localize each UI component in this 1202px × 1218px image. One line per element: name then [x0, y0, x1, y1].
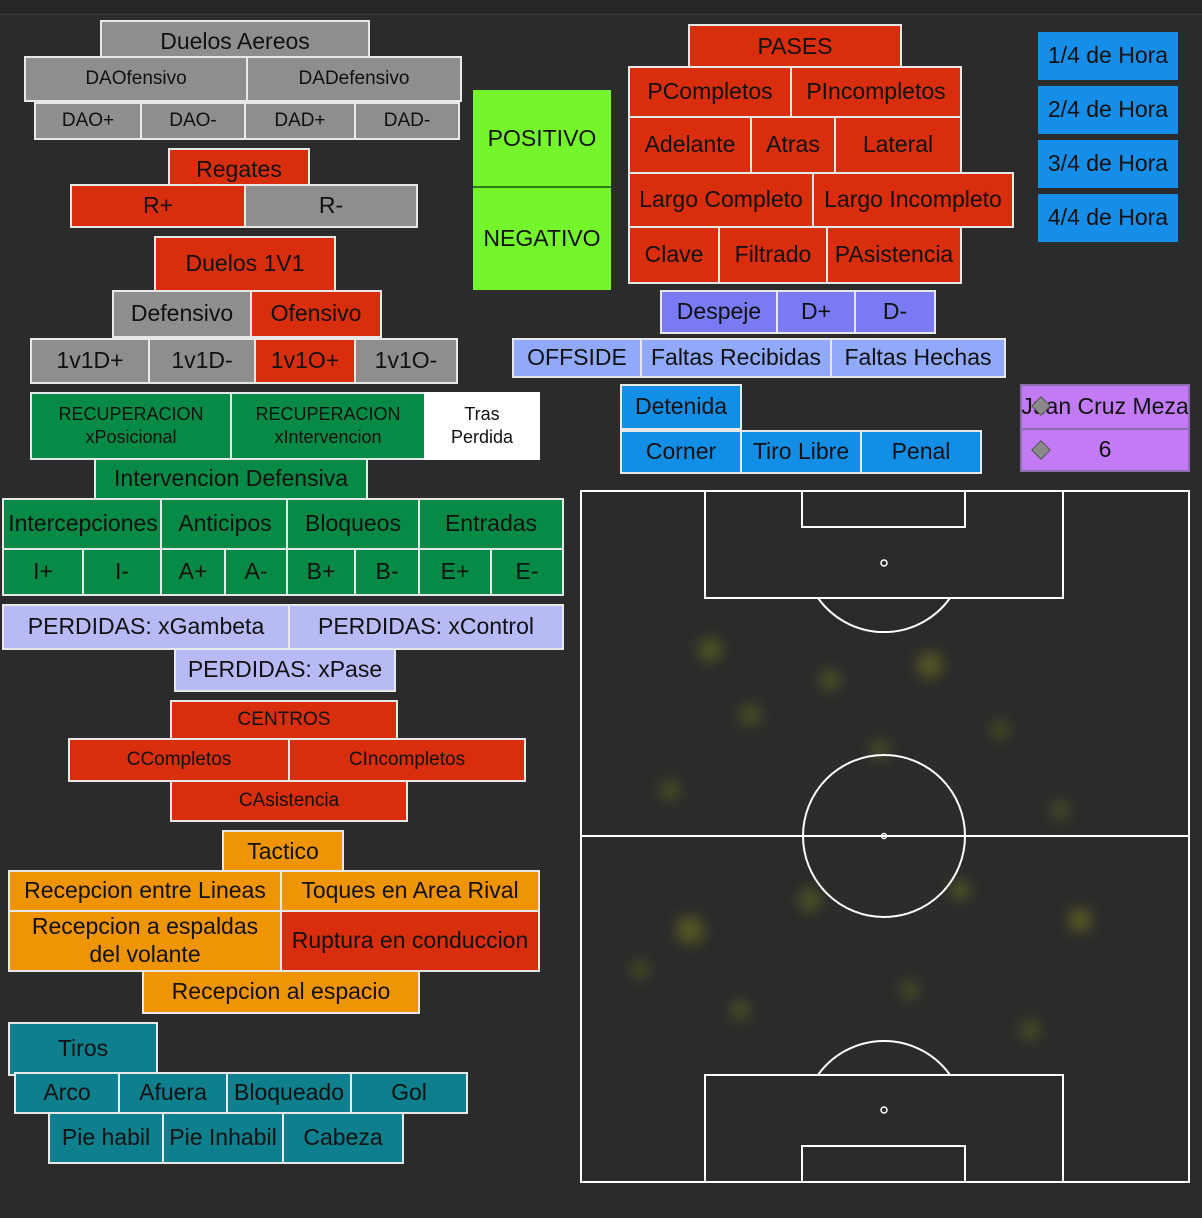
- duelo-ofensivo-category: Ofensivo: [250, 290, 382, 338]
- duelo-defensivo-category: Defensivo: [112, 290, 252, 338]
- cuarto-hora-2-button[interactable]: 2/4 de Hora: [1038, 86, 1178, 134]
- tiro-libre-button[interactable]: Tiro Libre: [740, 430, 862, 474]
- faltas-hechas-button[interactable]: Faltas Hechas: [830, 338, 1006, 378]
- ruptura-conduccion-button[interactable]: Ruptura en conduccion: [280, 910, 540, 972]
- centro-incompleto-button[interactable]: CIncompletos: [288, 738, 526, 782]
- regate-plus-button[interactable]: R+: [70, 184, 246, 228]
- recuperacion-intervencion-button[interactable]: RECUPERACION xIntervencion: [230, 392, 426, 460]
- centro-asistencia-button[interactable]: CAsistencia: [170, 780, 408, 822]
- pase-incompleto-button[interactable]: PIncompletos: [790, 66, 962, 118]
- center-spot: [880, 832, 888, 840]
- center-circle: [802, 754, 966, 918]
- recepcion-espacio-button[interactable]: Recepcion al espacio: [142, 970, 420, 1014]
- pie-habil-button[interactable]: Pie habil: [48, 1112, 164, 1164]
- detenida-title: Detenida: [620, 384, 742, 430]
- intercepcion-minus-button[interactable]: I-: [82, 548, 162, 596]
- dad-minus-button[interactable]: DAD-: [354, 102, 460, 140]
- bloqueo-minus-button[interactable]: B-: [354, 548, 420, 596]
- 1v1-o-plus-button[interactable]: 1v1O+: [254, 338, 356, 384]
- anticipo-plus-button[interactable]: A+: [160, 548, 226, 596]
- top-penalty-arc: [817, 597, 951, 633]
- cabeza-button[interactable]: Cabeza: [282, 1112, 404, 1164]
- tactico-title: Tactico: [222, 830, 344, 874]
- recepcion-espaldas-button[interactable]: Recepcion a espaldas del volante: [8, 910, 282, 972]
- pase-largo-completo-button[interactable]: Largo Completo: [628, 172, 814, 228]
- football-pitch[interactable]: [580, 490, 1190, 1183]
- dad-category: DADefensivo: [246, 56, 462, 102]
- anticipos-category: Anticipos: [160, 498, 290, 550]
- pase-asistencia-button[interactable]: PAsistencia: [826, 226, 962, 284]
- faltas-recibidas-button[interactable]: Faltas Recibidas: [640, 338, 832, 378]
- negativo-toggle[interactable]: NEGATIVO: [473, 188, 611, 290]
- dao-category: DAOfensivo: [24, 56, 248, 102]
- dao-plus-button[interactable]: DAO+: [34, 102, 142, 140]
- penal-button[interactable]: Penal: [860, 430, 982, 474]
- toques-area-rival-button[interactable]: Toques en Area Rival: [280, 870, 540, 912]
- pase-lateral-button[interactable]: Lateral: [834, 116, 962, 174]
- heatmap-layer: [631, 638, 1092, 1040]
- top-penalty-spot: [880, 559, 888, 567]
- anticipo-minus-button[interactable]: A-: [224, 548, 288, 596]
- bottom-penalty-arc: [817, 1040, 951, 1076]
- centro-completo-button[interactable]: CCompletos: [68, 738, 290, 782]
- pase-atras-button[interactable]: Atras: [750, 116, 836, 174]
- tiro-afuera-button[interactable]: Afuera: [118, 1072, 228, 1114]
- intercepciones-category: Intercepciones: [2, 498, 164, 550]
- entrada-minus-button[interactable]: E-: [490, 548, 564, 596]
- positivo-toggle[interactable]: POSITIVO: [473, 90, 611, 187]
- tiro-gol-button[interactable]: Gol: [350, 1072, 468, 1114]
- 1v1-d-plus-button[interactable]: 1v1D+: [30, 338, 150, 384]
- tras-perdida-button[interactable]: Tras Perdida: [424, 392, 540, 460]
- despeje-minus-button[interactable]: D-: [854, 290, 936, 334]
- perdida-control-button[interactable]: PERDIDAS: xControl: [288, 604, 564, 650]
- recepcion-entre-lineas-button[interactable]: Recepcion entre Lineas: [8, 870, 282, 912]
- pie-inhabil-button[interactable]: Pie Inhabil: [162, 1112, 284, 1164]
- cuarto-hora-4-button[interactable]: 4/4 de Hora: [1038, 194, 1178, 242]
- recuperacion-posicional-button[interactable]: RECUPERACION xPosicional: [30, 392, 232, 460]
- perdida-gambeta-button[interactable]: PERDIDAS: xGambeta: [2, 604, 290, 650]
- despeje-title: Despeje: [660, 290, 778, 334]
- offside-button[interactable]: OFFSIDE: [512, 338, 642, 378]
- bottom-penalty-spot: [880, 1106, 888, 1114]
- cuarto-hora-1-button[interactable]: 1/4 de Hora: [1038, 32, 1178, 80]
- top-goal-area: [801, 490, 966, 528]
- pase-filtrado-button[interactable]: Filtrado: [718, 226, 828, 284]
- bloqueo-plus-button[interactable]: B+: [286, 548, 356, 596]
- despeje-plus-button[interactable]: D+: [776, 290, 856, 334]
- corner-button[interactable]: Corner: [620, 430, 742, 474]
- player-number: 6: [1098, 436, 1112, 463]
- intervencion-defensiva-title: Intervencion Defensiva: [94, 458, 368, 500]
- intercepcion-plus-button[interactable]: I+: [2, 548, 84, 596]
- pases-title: PASES: [688, 24, 902, 70]
- pase-adelante-button[interactable]: Adelante: [628, 116, 752, 174]
- cuarto-hora-3-button[interactable]: 3/4 de Hora: [1038, 140, 1178, 188]
- bloqueos-category: Bloqueos: [286, 498, 420, 550]
- duelos-1v1-title: Duelos 1V1: [154, 236, 336, 292]
- 1v1-d-minus-button[interactable]: 1v1D-: [148, 338, 256, 384]
- regate-minus-button[interactable]: R-: [244, 184, 418, 228]
- entrada-plus-button[interactable]: E+: [418, 548, 492, 596]
- tiro-bloqueado-button[interactable]: Bloqueado: [226, 1072, 352, 1114]
- dao-minus-button[interactable]: DAO-: [140, 102, 246, 140]
- tiro-arco-button[interactable]: Arco: [14, 1072, 120, 1114]
- perdida-pase-button[interactable]: PERDIDAS: xPase: [174, 648, 396, 692]
- dad-plus-button[interactable]: DAD+: [244, 102, 356, 140]
- toggle-divider: [473, 186, 611, 188]
- pase-completo-button[interactable]: PCompletos: [628, 66, 792, 118]
- 1v1-o-minus-button[interactable]: 1v1O-: [354, 338, 458, 384]
- pase-largo-incompleto-button[interactable]: Largo Incompleto: [812, 172, 1014, 228]
- tiros-title: Tiros: [8, 1022, 158, 1076]
- centros-title: CENTROS: [170, 700, 398, 740]
- pase-clave-button[interactable]: Clave: [628, 226, 720, 284]
- top-bar: [0, 0, 1202, 15]
- bottom-goal-area: [801, 1145, 966, 1183]
- entradas-category: Entradas: [418, 498, 564, 550]
- pitch-lines: [580, 490, 1190, 1183]
